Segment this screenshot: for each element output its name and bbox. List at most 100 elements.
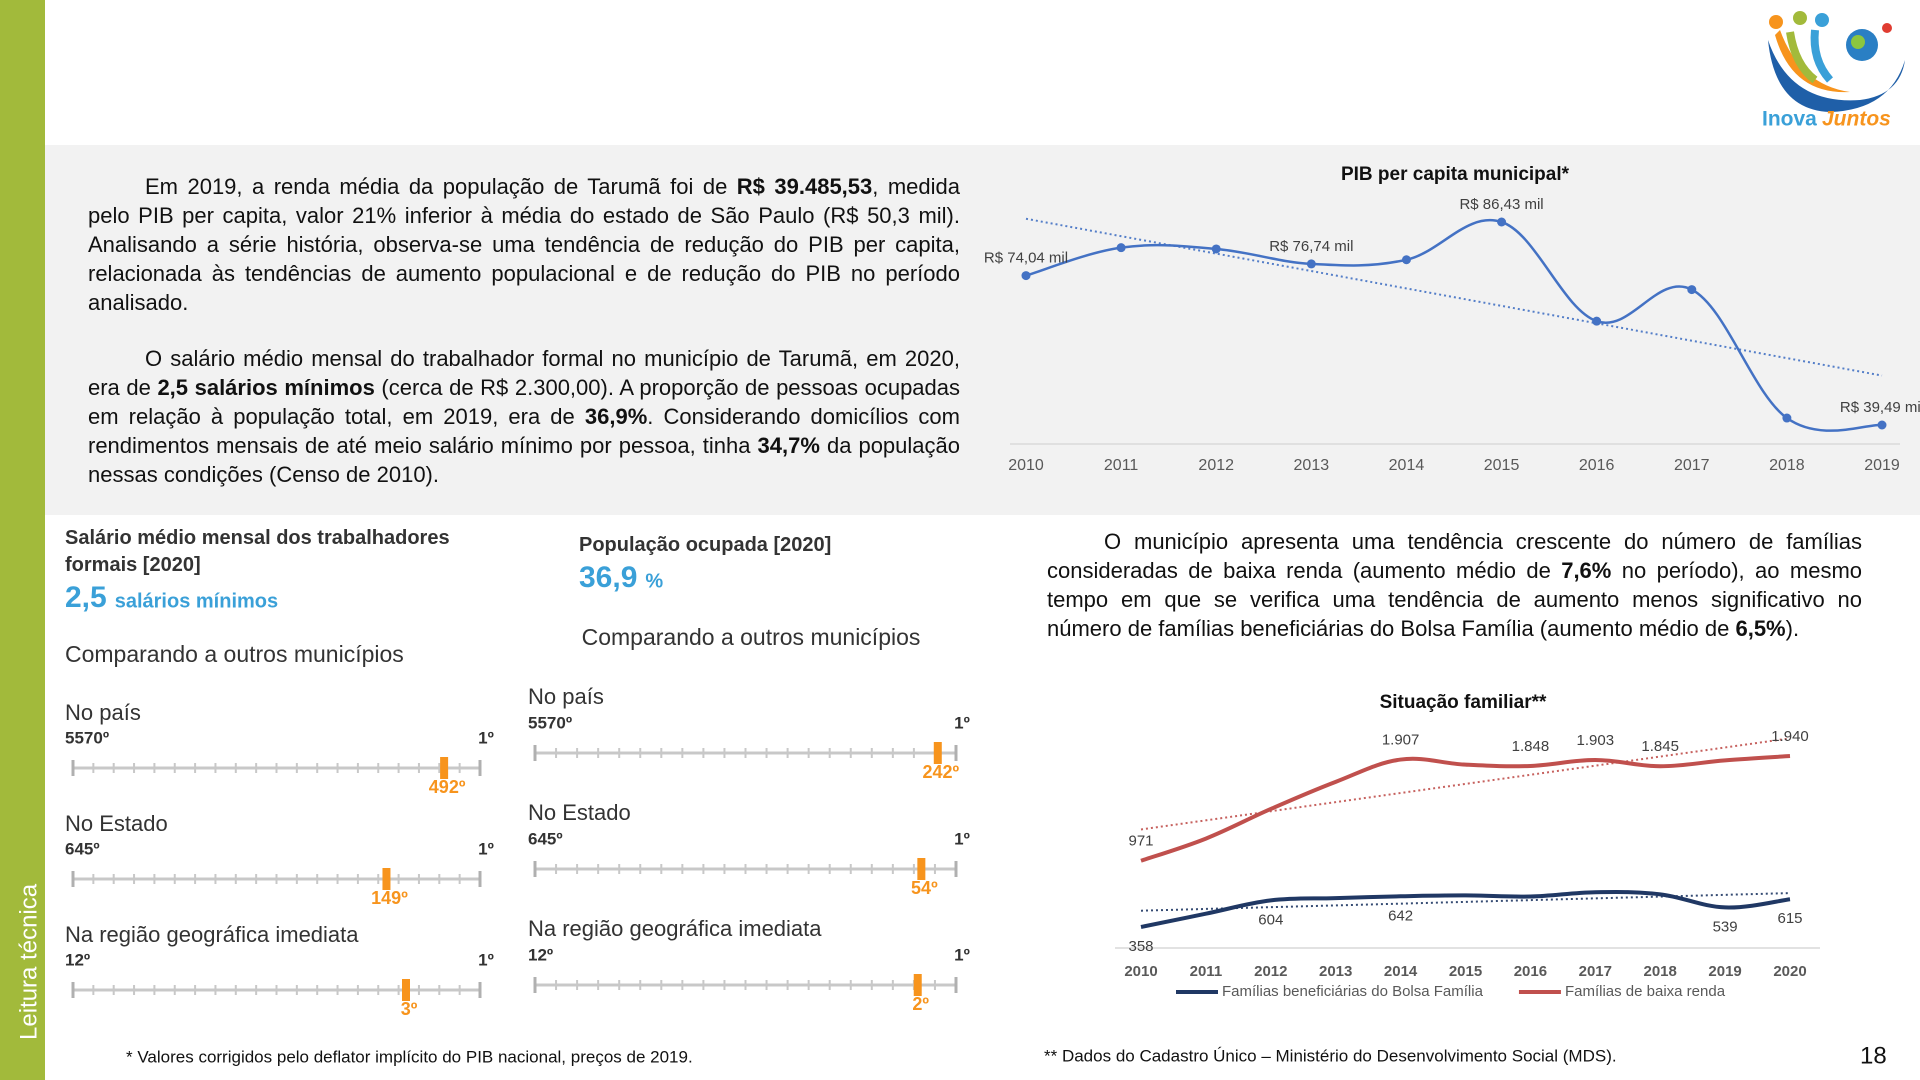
legend-label: Famílias de baixa renda <box>1565 983 1726 1000</box>
row-label: No Estado <box>65 811 168 836</box>
value-label: 539 <box>1713 918 1738 935</box>
x-tick-label: 2013 <box>1294 457 1330 474</box>
data-point <box>1401 255 1411 265</box>
rank-label: 492º <box>429 777 466 797</box>
bold-text: 34,7% <box>757 433 820 458</box>
x-tick-label: 2016 <box>1514 963 1547 980</box>
rank-marker <box>382 868 391 890</box>
x-tick-label: 2015 <box>1449 963 1482 980</box>
data-point <box>1116 243 1126 253</box>
scale-label: 1º <box>478 839 494 858</box>
value-label: R$ 86,43 mil <box>1459 196 1543 213</box>
value-label: 1.845 <box>1641 738 1679 755</box>
x-tick-label: 2017 <box>1579 963 1612 980</box>
value-label: R$ 39,49 mil <box>1840 399 1920 416</box>
compare-label: Comparando a outros municípios <box>582 624 921 650</box>
scale-label: 645º <box>65 839 100 858</box>
value-label: 1.907 <box>1382 732 1420 749</box>
chart-title: Situação familiar** <box>1380 692 1547 713</box>
value-label: 1.940 <box>1771 728 1809 745</box>
scale-label: 5570º <box>65 728 109 747</box>
scale-label: 1º <box>478 728 494 747</box>
data-point <box>1687 285 1697 295</box>
data-line <box>1140 889 1791 929</box>
indicator-title: Salário médio mensal dos trabalhadores f… <box>65 527 450 576</box>
rank-marker <box>933 742 942 764</box>
page-number: 18 <box>1860 1042 1887 1069</box>
rank-label: 149º <box>371 888 408 908</box>
text-run: O salário médio mensal do trabalhador fo… <box>88 346 960 400</box>
bold-text: 7,6% <box>1561 558 1612 583</box>
rank-label: 54º <box>911 878 938 898</box>
value-label: 358 <box>1128 938 1153 955</box>
x-tick-label: 2018 <box>1644 963 1677 980</box>
row-label: No Estado <box>528 800 631 825</box>
sidebar-label: Leitura técnica <box>15 883 42 1040</box>
trend-line <box>1025 217 1883 377</box>
bold-text: 6,5% <box>1735 616 1786 641</box>
indicator-unit: salários mínimos <box>115 590 278 612</box>
scale-label: 1º <box>954 945 970 964</box>
rank-marker <box>402 979 410 1001</box>
row-label: Na região geográfica imediata <box>528 916 822 941</box>
indicator-unit: % <box>645 570 663 592</box>
gray-band <box>45 145 1920 515</box>
x-tick-label: 2020 <box>1773 963 1806 980</box>
value-label: 604 <box>1258 911 1283 928</box>
chart-title: PIB per capita municipal* <box>1341 164 1570 185</box>
text-run: no período), ao mesmo tempo em que se ve… <box>1047 558 1863 641</box>
x-tick-label: 2019 <box>1708 963 1741 980</box>
row-label: No país <box>528 684 604 709</box>
text-run: O município apresenta uma tendência cres… <box>1047 529 1862 583</box>
data-point <box>1211 244 1221 254</box>
sidebar <box>0 0 45 1080</box>
value-label: 642 <box>1388 907 1413 924</box>
text-run: Em 2019, a renda média da população de T… <box>145 174 737 199</box>
row-label: Na região geográfica imediata <box>65 922 359 947</box>
text-run: ). <box>1785 616 1800 641</box>
text-run: , medida pelo PIB per capita, valor 21% … <box>88 174 961 315</box>
data-point <box>1306 259 1316 269</box>
rank-label: 2º <box>912 994 929 1014</box>
data-line <box>1025 218 1883 432</box>
scale-label: 5570º <box>528 713 572 732</box>
x-tick-label: 2015 <box>1484 457 1520 474</box>
data-point <box>1877 420 1887 430</box>
legend-label: Famílias beneficiárias do Bolsa Família <box>1222 983 1484 1000</box>
logo-text: Inova <box>1762 108 1817 131</box>
text-run: da população nessas condições (Censo de … <box>88 433 960 487</box>
value-label: 971 <box>1128 833 1153 850</box>
x-tick-label: 2011 <box>1104 457 1139 474</box>
indicator-value: 36,9 <box>579 561 637 594</box>
footnote: ** Dados do Cadastro Único – Ministério … <box>1044 1046 1617 1065</box>
indicator-value: 2,5 <box>65 581 107 614</box>
x-tick-label: 2019 <box>1864 457 1900 474</box>
bold-text: R$ 39.485,53 <box>736 174 873 199</box>
bold-text: 2,5 salários mínimos <box>157 375 375 400</box>
x-tick-label: 2013 <box>1319 963 1352 980</box>
scale-label: 12º <box>65 950 90 969</box>
logo-text: Juntos <box>1822 108 1891 131</box>
x-tick-label: 2017 <box>1674 457 1710 474</box>
value-label: 1.848 <box>1512 738 1550 755</box>
x-tick-label: 2014 <box>1384 963 1418 980</box>
trend-line <box>1140 892 1791 912</box>
paragraph: O município apresenta uma tendência cres… <box>1047 527 1862 643</box>
x-tick-label: 2012 <box>1198 457 1234 474</box>
paragraph: O salário médio mensal do trabalhador fo… <box>88 344 960 489</box>
x-tick-label: 2010 <box>1124 963 1157 980</box>
data-line <box>1140 754 1791 863</box>
scale-label: 1º <box>954 713 970 732</box>
scale-label: 12º <box>528 945 553 964</box>
rank-label: 242º <box>922 762 959 782</box>
indicator-title: População ocupada [2020] <box>579 534 832 556</box>
x-tick-label: 2016 <box>1579 457 1615 474</box>
scale-label: 645º <box>528 829 563 848</box>
x-tick-label: 2012 <box>1254 963 1287 980</box>
data-point <box>1592 316 1602 326</box>
data-point <box>1021 271 1031 281</box>
x-tick-label: 2010 <box>1008 457 1044 474</box>
text-run: . Considerando domicílios com rendimento… <box>88 404 960 458</box>
